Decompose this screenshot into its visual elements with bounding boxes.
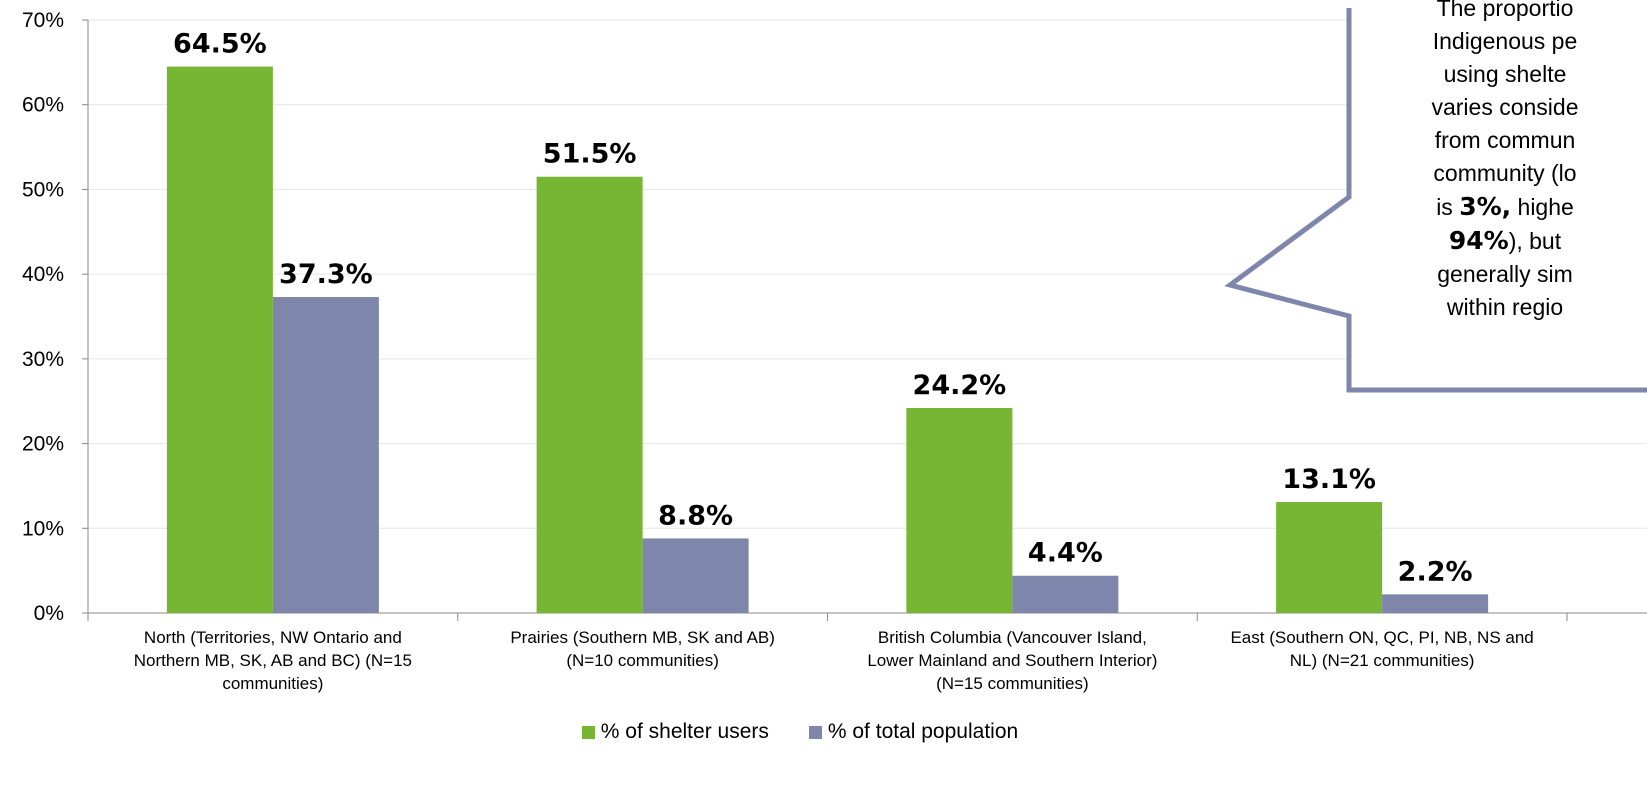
bar <box>1276 502 1383 613</box>
legend-label-shelter-users: % of shelter users <box>600 720 769 743</box>
y-tick-label: 40% <box>22 263 64 286</box>
callout-text: The proportio Indigenous pe using shelte… <box>1340 0 1647 324</box>
y-tick-label: 0% <box>34 602 64 625</box>
callout-line: varies conside <box>1431 94 1579 120</box>
bar <box>1012 575 1119 613</box>
x-category-label-line: NL) (N=21 communities) <box>1289 651 1475 670</box>
legend-swatch-total-population <box>808 725 822 739</box>
y-tick-label: 70% <box>22 9 64 32</box>
x-category-label-line: Prairies (Southern MB, SK and AB) <box>510 628 775 647</box>
callout-text-segment: ), but <box>1508 228 1562 254</box>
x-category-label-line: Northern MB, SK, AB and BC) (N=15 <box>133 651 412 670</box>
data-label: 4.4% <box>1028 538 1103 569</box>
data-label: 24.2% <box>913 370 1007 401</box>
bar <box>1382 594 1489 613</box>
bar <box>536 176 643 613</box>
callout-bubble <box>1224 8 1647 393</box>
x-category-label-line: (N=10 communities) <box>566 651 719 670</box>
x-category-label-line: (N=15 communities) <box>936 674 1089 693</box>
callout-line: generally sim <box>1437 261 1573 287</box>
callout-line: within regio <box>1446 294 1564 320</box>
callout-line: The proportio <box>1436 0 1574 21</box>
callout-lowest-value: 3%, <box>1459 192 1512 221</box>
x-category-label: East (Southern ON, QC, PI, NB, NS and NL)… <box>1202 626 1562 672</box>
y-tick-label: 20% <box>22 433 64 456</box>
data-label: 2.2% <box>1398 556 1473 587</box>
callout-line: using shelte <box>1443 61 1567 87</box>
legend-item-shelter-users: % of shelter users <box>581 720 769 744</box>
x-category-label-line: East (Southern ON, QC, PI, NB, NS and <box>1230 628 1534 647</box>
callout-text-segment: is <box>1436 194 1460 220</box>
x-category-label: Prairies (Southern MB, SK and AB) (N=10 c… <box>463 626 823 672</box>
y-tick-label: 30% <box>22 348 64 371</box>
callout-line: 94%), but <box>1340 224 1647 258</box>
y-tick-label: 10% <box>22 517 64 540</box>
callout-line: Indigenous pe <box>1432 28 1578 54</box>
x-category-label-line: North (Territories, NW Ontario and <box>143 628 402 647</box>
x-category-label: British Columbia (Vancouver Island, Lower… <box>832 626 1192 695</box>
bar <box>642 538 749 613</box>
legend-swatch-shelter-users <box>581 725 595 739</box>
data-label: 51.5% <box>543 139 637 170</box>
callout-line: from commun <box>1434 127 1576 153</box>
legend-item-total-population: % of total population <box>808 720 1019 744</box>
callout-line: is 3%, highe <box>1340 190 1647 224</box>
callout-line: community (lo <box>1433 160 1577 186</box>
x-category-label-line: British Columbia (Vancouver Island, <box>877 628 1147 647</box>
data-label: 13.1% <box>1282 464 1376 495</box>
data-label: 64.5% <box>173 29 267 60</box>
y-tick-label: 50% <box>22 178 64 201</box>
bar <box>906 407 1013 613</box>
bar <box>166 66 273 614</box>
x-category-label-line: Lower Mainland and Southern Interior) <box>867 651 1158 670</box>
bar <box>272 297 379 613</box>
callout-highest-value: 94% <box>1448 226 1509 255</box>
x-category-label-line: communities) <box>222 674 324 693</box>
callout-text-segment: highe <box>1511 194 1574 220</box>
x-category-label: North (Territories, NW Ontario and Northe… <box>93 626 453 695</box>
data-label: 37.3% <box>279 259 373 290</box>
data-label: 8.8% <box>658 500 733 531</box>
legend: % of shelter users % of total population <box>0 720 1600 744</box>
y-tick-label: 60% <box>22 94 64 117</box>
legend-label-total-population: % of total population <box>827 720 1019 743</box>
